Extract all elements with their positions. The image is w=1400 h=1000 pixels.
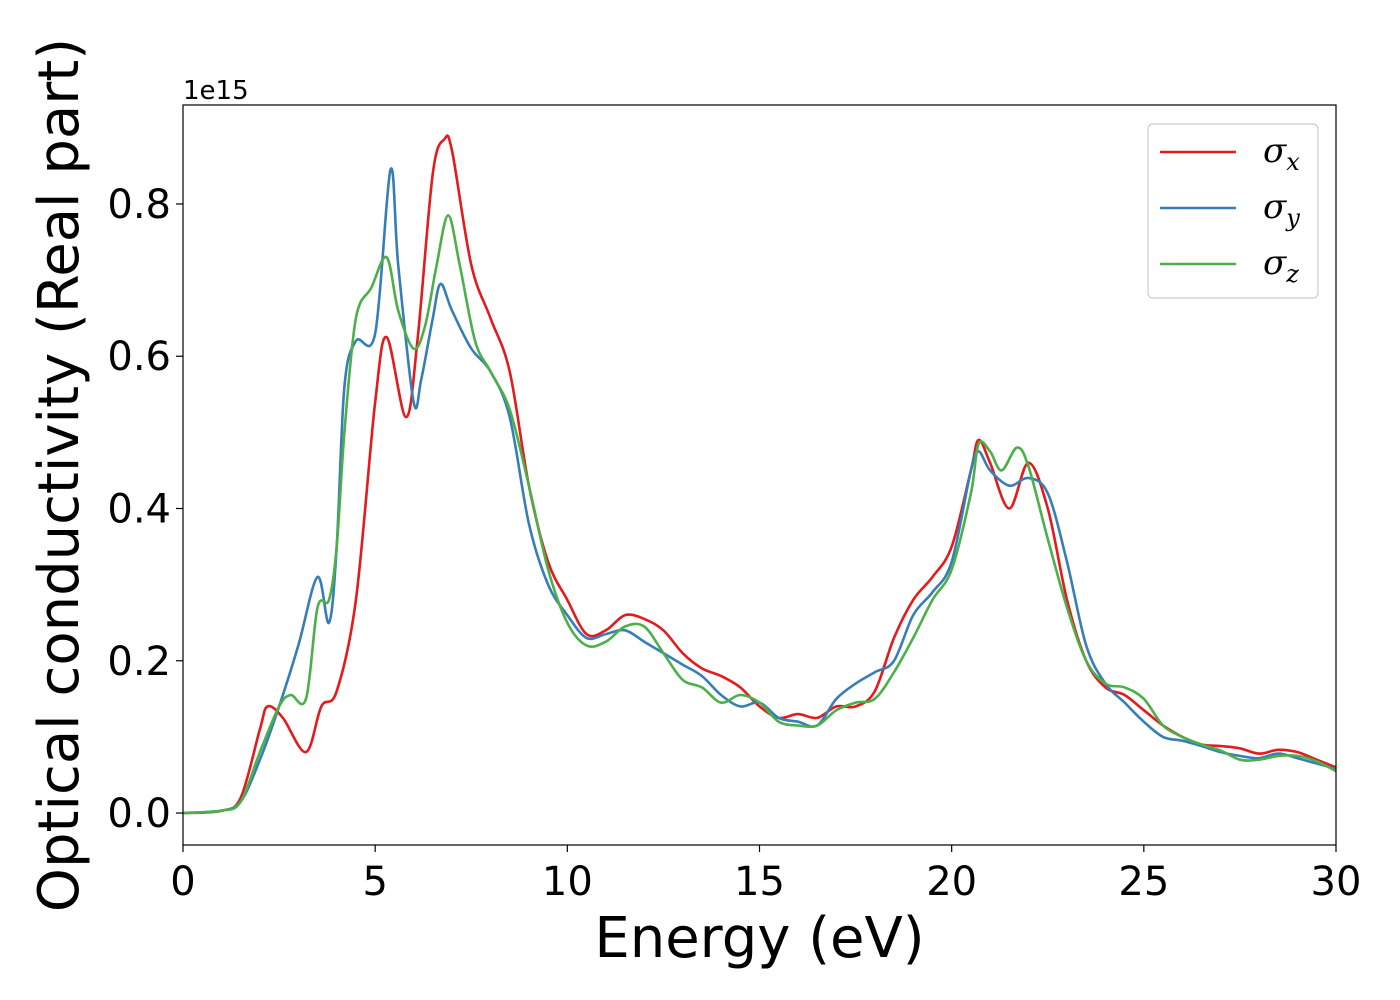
x-tick-label: 5 xyxy=(362,859,387,905)
y-axis-title: Optical conductivity (Real part) xyxy=(27,38,92,912)
x-axis-title: Energy (eV) xyxy=(594,906,924,971)
x-tick-label: 15 xyxy=(734,859,785,905)
legend-symbol: σ xyxy=(1263,187,1287,227)
y-tick-label: 0.0 xyxy=(107,791,171,837)
y-tick-label: 0.6 xyxy=(107,334,171,380)
y-axis-offset-label: 1e15 xyxy=(183,76,249,106)
legend-subscript: y xyxy=(1285,204,1300,232)
x-axis-ticks: 0 5 10 15 20 25 30 xyxy=(170,845,1361,905)
y-tick-label: 0.2 xyxy=(107,639,171,685)
legend-label-z: σz xyxy=(1263,243,1299,288)
legend-subscript: z xyxy=(1285,260,1299,288)
legend-label-x: σx xyxy=(1263,131,1300,176)
legend-symbol: σ xyxy=(1263,131,1287,171)
legend-symbol: σ xyxy=(1263,243,1287,283)
series-line-z xyxy=(182,214,1337,815)
series-line-y xyxy=(182,167,1337,815)
legend-label-y: σy xyxy=(1263,187,1300,232)
x-tick-label: 25 xyxy=(1118,859,1169,905)
x-tick-label: 30 xyxy=(1311,859,1362,905)
series-line-x xyxy=(182,134,1337,815)
legend-box xyxy=(1147,123,1319,299)
x-tick-label: 10 xyxy=(542,859,593,905)
y-tick-label: 0.8 xyxy=(107,182,171,228)
legend-subscript: x xyxy=(1286,148,1300,176)
y-tick-label: 0.4 xyxy=(107,486,171,532)
series-layer xyxy=(182,134,1337,815)
y-axis-ticks: 0.0 0.2 0.4 0.6 0.8 xyxy=(107,182,183,837)
x-tick-label: 20 xyxy=(926,859,977,905)
x-tick-label: 0 xyxy=(170,859,195,905)
